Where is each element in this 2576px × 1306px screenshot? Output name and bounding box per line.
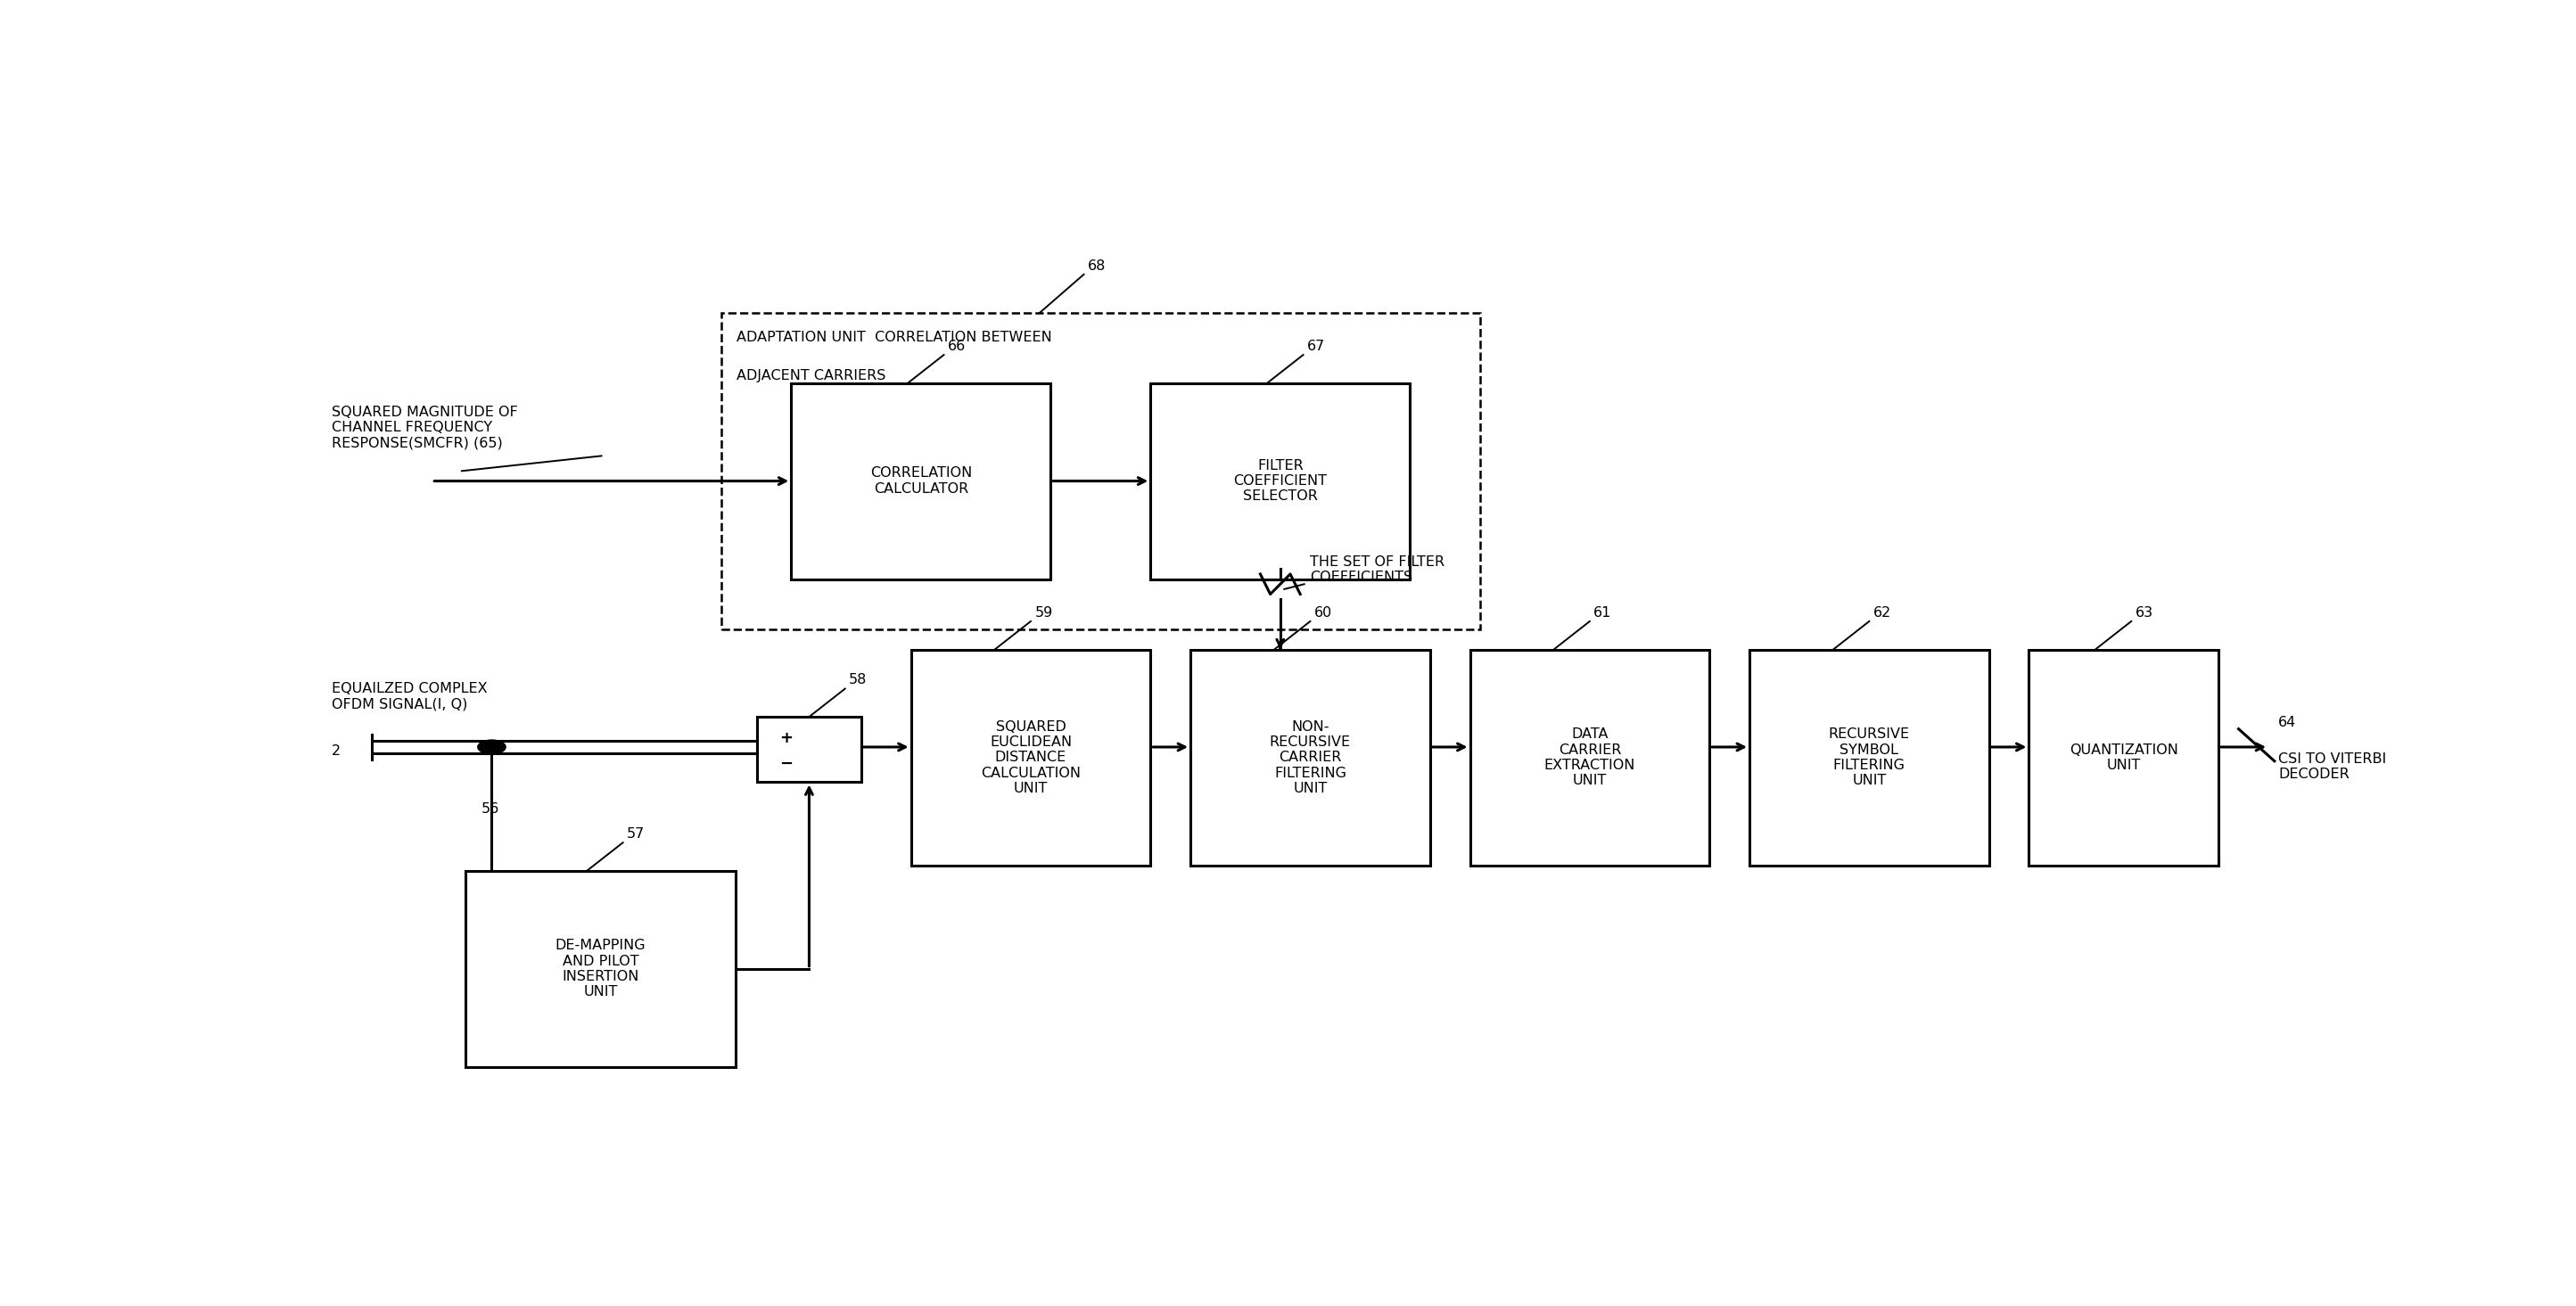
Text: SQUARED
EUCLIDEAN
DISTANCE
CALCULATION
UNIT: SQUARED EUCLIDEAN DISTANCE CALCULATION U… <box>981 720 1082 795</box>
Text: FILTER
COEFFICIENT
SELECTOR: FILTER COEFFICIENT SELECTOR <box>1234 458 1327 503</box>
Text: +: + <box>781 730 793 746</box>
Text: 58: 58 <box>850 674 868 687</box>
Text: QUANTIZATION
UNIT: QUANTIZATION UNIT <box>2069 743 2179 772</box>
Text: CORRELATION
CALCULATOR: CORRELATION CALCULATOR <box>871 466 971 495</box>
Text: −: − <box>781 756 793 772</box>
Text: SQUARED MAGNITUDE OF
CHANNEL FREQUENCY
RESPONSE(SMCFR) (65): SQUARED MAGNITUDE OF CHANNEL FREQUENCY R… <box>332 406 518 451</box>
Circle shape <box>477 741 505 754</box>
Text: 66: 66 <box>948 340 966 353</box>
Text: 2: 2 <box>332 744 340 757</box>
Text: 68: 68 <box>1087 259 1105 273</box>
Text: THE SET OF FILTER
COEFFICIENTS: THE SET OF FILTER COEFFICIENTS <box>1311 555 1445 584</box>
Text: DATA
CARRIER
EXTRACTION
UNIT: DATA CARRIER EXTRACTION UNIT <box>1543 727 1636 788</box>
Bar <box>791 383 1051 579</box>
Text: 61: 61 <box>1595 606 1613 619</box>
Text: 67: 67 <box>1306 340 1324 353</box>
Bar <box>466 871 734 1067</box>
Text: ADJACENT CARRIERS: ADJACENT CARRIERS <box>737 368 886 383</box>
Text: DE-MAPPING
AND PILOT
INSERTION
UNIT: DE-MAPPING AND PILOT INSERTION UNIT <box>556 939 647 999</box>
Bar <box>721 312 1481 629</box>
Text: 62: 62 <box>1873 606 1891 619</box>
Bar <box>1190 649 1430 866</box>
Text: EQUAILZED COMPLEX
OFDM SIGNAL(I, Q): EQUAILZED COMPLEX OFDM SIGNAL(I, Q) <box>332 682 487 710</box>
Text: ADAPTATION UNIT  CORRELATION BETWEEN: ADAPTATION UNIT CORRELATION BETWEEN <box>737 330 1051 343</box>
Text: NON-
RECURSIVE
CARRIER
FILTERING
UNIT: NON- RECURSIVE CARRIER FILTERING UNIT <box>1270 720 1350 795</box>
Bar <box>1749 649 1989 866</box>
Text: 57: 57 <box>626 827 644 841</box>
Bar <box>912 649 1151 866</box>
Bar <box>1471 649 1710 866</box>
Text: 60: 60 <box>1314 606 1332 619</box>
Text: 59: 59 <box>1036 606 1054 619</box>
Text: RECURSIVE
SYMBOL
FILTERING
UNIT: RECURSIVE SYMBOL FILTERING UNIT <box>1829 727 1909 788</box>
Text: 56: 56 <box>482 802 500 816</box>
Bar <box>1151 383 1409 579</box>
Text: 64: 64 <box>2277 716 2298 729</box>
Text: CSI TO VITERBI
DECODER: CSI TO VITERBI DECODER <box>2277 752 2385 781</box>
Bar <box>757 717 860 782</box>
Bar <box>2030 649 2218 866</box>
Text: 63: 63 <box>2136 606 2154 619</box>
